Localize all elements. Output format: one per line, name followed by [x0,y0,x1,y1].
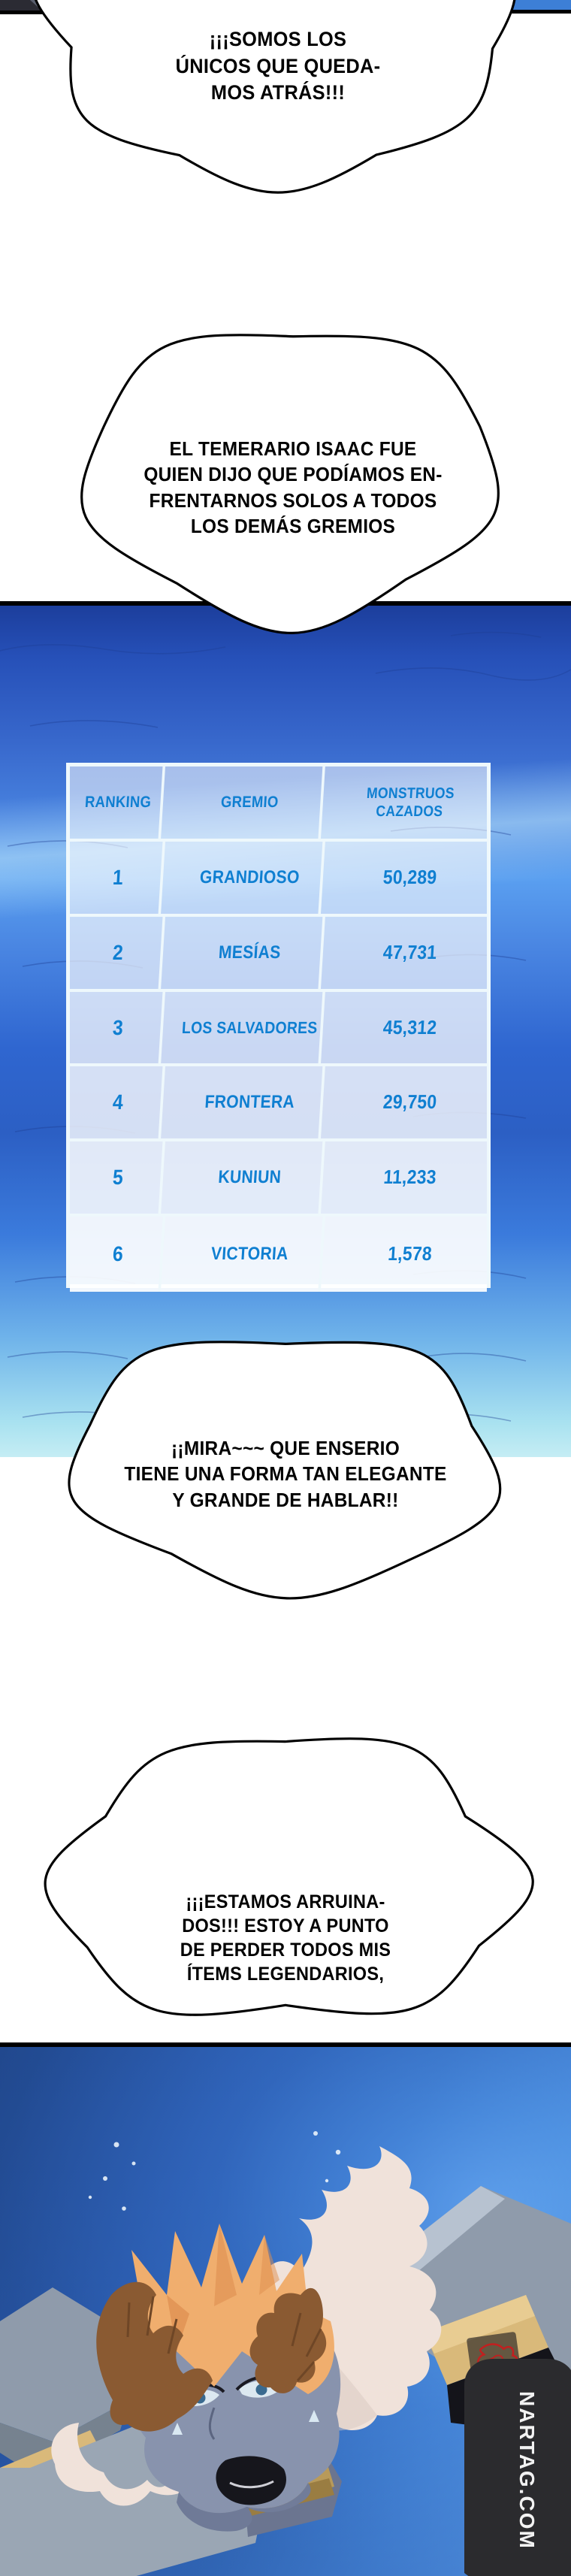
svg-text:NARTAG.COM: NARTAG.COM [515,2391,539,2550]
